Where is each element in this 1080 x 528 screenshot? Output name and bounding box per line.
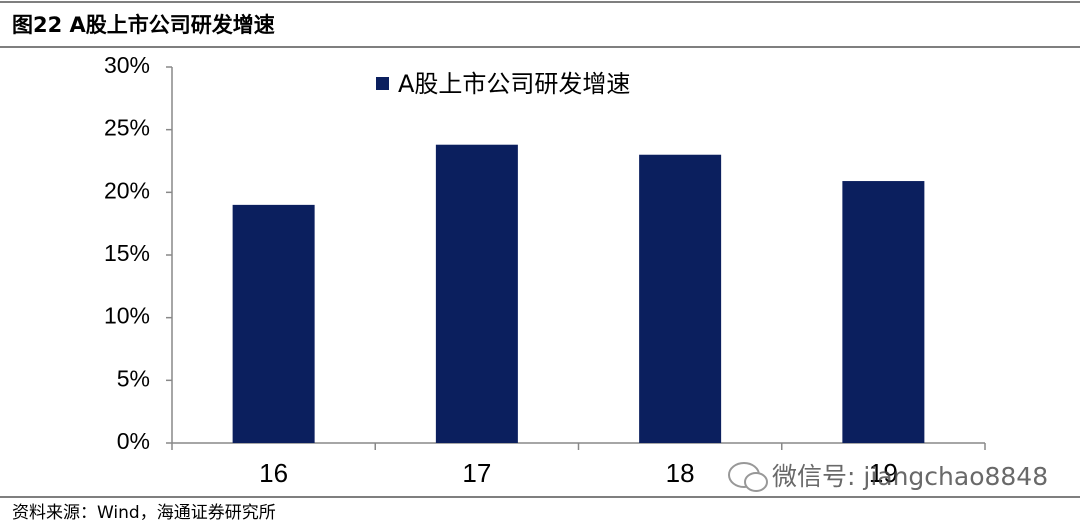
x-tick-label: 17 <box>462 458 491 488</box>
bar <box>842 181 925 443</box>
y-tick-label: 5% <box>117 365 150 391</box>
y-tick-label: 15% <box>104 240 150 266</box>
chart-title: 图22 A股上市公司研发增速 <box>12 13 275 37</box>
y-tick-label: 25% <box>104 115 150 141</box>
bar <box>232 204 315 443</box>
y-tick-label: 20% <box>104 177 150 203</box>
legend-swatch <box>376 77 389 90</box>
y-tick-label: 0% <box>117 428 150 454</box>
x-tick-label: 19 <box>869 458 898 488</box>
source-note: 资料来源：Wind，海通证券研究所 <box>12 503 276 523</box>
legend-label: A股上市公司研发增速 <box>398 70 630 98</box>
x-tick-label: 16 <box>259 458 288 488</box>
y-tick-label: 10% <box>104 303 150 329</box>
watermark-icon <box>728 462 768 492</box>
x-tick-label: 18 <box>666 458 695 488</box>
watermark: 微信号: jiangchao8848 <box>772 462 1048 491</box>
y-tick-label: 30% <box>104 52 150 78</box>
bar <box>639 154 722 443</box>
bar <box>435 144 518 443</box>
